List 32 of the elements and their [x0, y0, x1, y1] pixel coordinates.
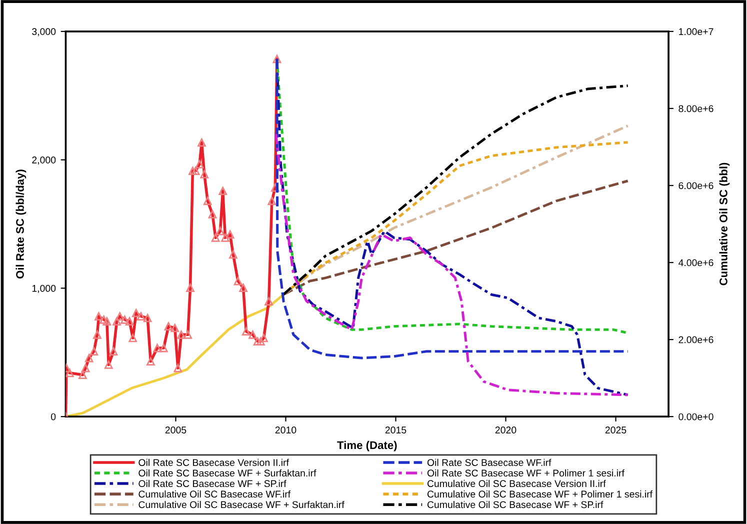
legend-label: Oil Rate SC Basecase Version II.irf [138, 458, 289, 466]
y2-tick-label: 8.00e+6 [678, 105, 714, 112]
y2-tick-label: 0.00e+0 [678, 413, 714, 420]
legend-label: Cumulative Oil SC Basecase WF + SP.irf [427, 500, 604, 508]
line-series [274, 132, 630, 396]
line-series [282, 180, 630, 296]
x-tick-label: 2010 [275, 426, 296, 434]
y2-tick-label: 4.00e+6 [678, 259, 714, 266]
x-tick-label: 2025 [605, 426, 626, 434]
line-series [66, 293, 285, 417]
legend-label: Cumulative Oil SC Basecase Version II.irf [427, 480, 606, 488]
y-tick-label: 3,000 [32, 28, 56, 36]
legend-label: Oil Rate SC Basecase WF + SP.irf [138, 480, 286, 488]
x-tick-label: 2015 [385, 426, 406, 434]
y-tick-label: 1,000 [32, 284, 56, 293]
x-axis-title: Time (Date) [337, 440, 397, 452]
y2-tick-label: 6.00e+6 [678, 182, 714, 190]
line-series [282, 84, 630, 296]
y-axis-title: Oil Rate SC (bbl/day) [16, 170, 26, 278]
y-tick-label: 0 [50, 413, 56, 420]
legend-label: Oil Rate SC Basecase WF.irf [427, 458, 552, 466]
y-tick-label: 2,000 [32, 156, 56, 165]
x-tick-label: 2020 [495, 426, 516, 434]
y2-tick-label: 2.00e+6 [678, 336, 714, 344]
legend-label: Oil Rate SC Basecase WF + Polimer 1 sesi.irf [427, 469, 624, 477]
y2-axis-title: Cumulative Oil SC (bbl) [719, 162, 730, 286]
legend-label: Oil Rate SC Basecase WF + Surfaktan.irf [138, 469, 316, 477]
legend-label: Cumulative Oil SC Basecase WF + Surfaktan.irf [138, 500, 344, 508]
legend-label: Cumulative Oil SC Basecase WF.irf [138, 490, 291, 498]
x-tick-label: 2005 [165, 426, 186, 434]
legend-label: Cumulative Oil SC Basecase WF + Polimer 1 sesi.irf [427, 490, 653, 498]
y2-tick-label: 1.00e+7 [679, 28, 714, 36]
